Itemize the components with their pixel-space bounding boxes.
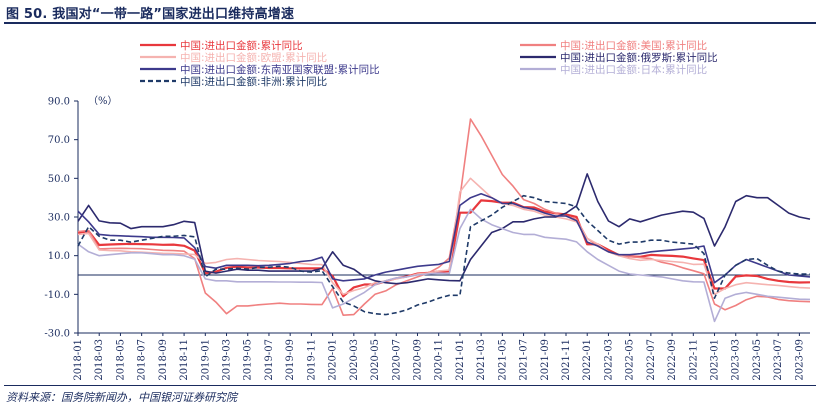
x-tick-label: 2022-03 — [603, 339, 614, 381]
x-tick-label: 2023-07 — [773, 339, 784, 381]
x-tick-label: 2021-07 — [519, 339, 530, 381]
y-axis: -30.0 -10.0 10.0 30.0 50.0 70.0 90.0 — [44, 97, 810, 340]
series-lines — [77, 118, 811, 323]
x-tick-label: 2018-11 — [179, 339, 190, 381]
x-tick-label: 2023-09 — [794, 339, 805, 381]
series-line-0 — [77, 199, 811, 298]
x-tick-label: 2019-01 — [200, 339, 211, 381]
legend-label: 中国:进出口金额:东南亚国家联盟:累计同比 — [180, 63, 380, 76]
series-line-5 — [77, 208, 811, 323]
x-tick-label: 2021-09 — [540, 339, 551, 381]
x-tick-label: 2020-05 — [370, 339, 381, 381]
series-line-6 — [77, 194, 810, 316]
y-tick-label: 50.0 — [48, 174, 70, 185]
x-tick-label: 2019-07 — [264, 339, 275, 381]
x-tick-label: 2021-11 — [561, 339, 572, 381]
x-tick-label: 2018-05 — [115, 339, 126, 381]
x-tick-label: 2019-09 — [285, 339, 296, 381]
x-axis: 2018-01 2018-03 2018-05 2018-07 2018-09 2018-… — [73, 332, 810, 381]
x-tick-label: 2022-11 — [688, 339, 699, 381]
legend-label: 中国:进出口金额:美国:累计同比 — [560, 39, 707, 52]
x-tick-label: 2018-03 — [94, 339, 105, 381]
x-tick-label: 2019-11 — [306, 339, 317, 381]
bottom-rule — [4, 385, 816, 386]
y-tick-label: 30.0 — [48, 213, 70, 224]
x-tick-label: 2023-05 — [752, 339, 763, 381]
y-tick-label: 70.0 — [48, 135, 70, 146]
y-tick-label: 90.0 — [48, 97, 70, 108]
x-tick-label: 2022-09 — [667, 339, 678, 381]
series-line-3 — [77, 173, 811, 285]
legend-label: 中国:进出口金额:俄罗斯:累计同比 — [560, 51, 718, 64]
title-rule — [4, 22, 816, 24]
x-tick-label: 2023-01 — [710, 339, 721, 381]
x-tick-label: 2023-03 — [731, 339, 742, 381]
x-tick-label: 2021-05 — [497, 339, 508, 381]
legend-label: 中国:进出口金额:非洲:累计同比 — [180, 75, 327, 88]
x-tick-label: 2022-07 — [646, 339, 657, 381]
x-tick-label: 2020-01 — [328, 339, 339, 381]
x-tick-label: 2020-07 — [391, 339, 402, 381]
y-tick-label: 10.0 — [48, 251, 70, 262]
x-tick-label: 2018-07 — [137, 339, 148, 381]
x-tick-label: 2022-01 — [582, 339, 593, 381]
chart-title: 图 50. 我国对“一带一路”国家进出口维持高增速 — [6, 7, 295, 22]
legend-label: 中国:进出口金额:累计同比 — [180, 39, 303, 52]
x-tick-label: 2018-09 — [158, 339, 169, 381]
x-tick-label: 2021-01 — [455, 339, 466, 381]
y-tick-label: -10.0 — [44, 290, 70, 301]
y-tick-label: -30.0 — [44, 329, 70, 340]
x-tick-label: 2019-05 — [243, 339, 254, 381]
x-tick-label: 2022-05 — [625, 339, 636, 381]
series-line-4 — [77, 193, 811, 284]
x-tick-label: 2018-01 — [73, 339, 84, 381]
legend: 中国:进出口金额:累计同比 中国:进出口金额:美国:累计同比中国:进出口金额:欧盟… — [140, 39, 718, 88]
x-tick-label: 2020-03 — [349, 339, 360, 381]
x-tick-label: 2021-03 — [476, 339, 487, 381]
x-tick-label: 2020-09 — [412, 339, 423, 381]
source-note: 资料来源：国务院新闻办，中国银河证券研究院 — [6, 391, 237, 404]
x-tick-label: 2020-11 — [434, 339, 445, 381]
series-line-2 — [77, 177, 811, 296]
legend-label: 中国:进出口金额:欧盟:累计同比 — [180, 51, 327, 64]
y-unit-label: （%） — [88, 95, 118, 107]
legend-label: 中国:进出口金额:日本:累计同比 — [560, 63, 707, 76]
x-tick-label: 2019-03 — [222, 339, 233, 381]
